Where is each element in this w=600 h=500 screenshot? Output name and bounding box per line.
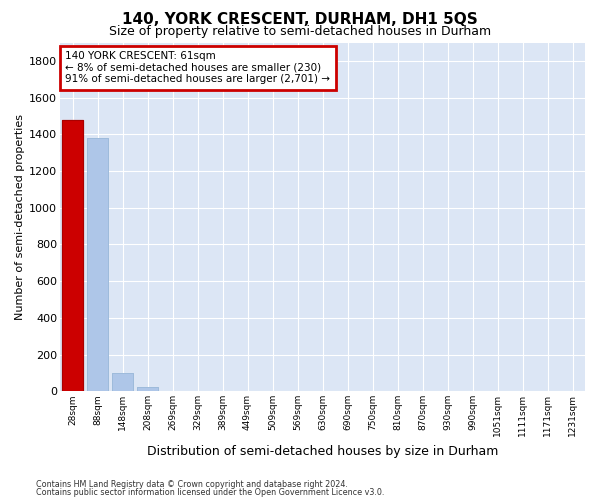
Bar — [112, 373, 133, 392]
Bar — [137, 386, 158, 392]
Text: 140, YORK CRESCENT, DURHAM, DH1 5QS: 140, YORK CRESCENT, DURHAM, DH1 5QS — [122, 12, 478, 28]
Bar — [62, 120, 83, 392]
Text: 140 YORK CRESCENT: 61sqm
← 8% of semi-detached houses are smaller (230)
91% of s: 140 YORK CRESCENT: 61sqm ← 8% of semi-de… — [65, 51, 331, 84]
X-axis label: Distribution of semi-detached houses by size in Durham: Distribution of semi-detached houses by … — [147, 444, 498, 458]
Text: Contains HM Land Registry data © Crown copyright and database right 2024.: Contains HM Land Registry data © Crown c… — [36, 480, 348, 489]
Bar — [137, 386, 158, 392]
Text: Size of property relative to semi-detached houses in Durham: Size of property relative to semi-detach… — [109, 25, 491, 38]
Bar — [87, 138, 108, 392]
Bar — [112, 373, 133, 392]
Text: Contains public sector information licensed under the Open Government Licence v3: Contains public sector information licen… — [36, 488, 385, 497]
Y-axis label: Number of semi-detached properties: Number of semi-detached properties — [15, 114, 25, 320]
Bar — [62, 120, 83, 392]
Bar — [87, 138, 108, 392]
